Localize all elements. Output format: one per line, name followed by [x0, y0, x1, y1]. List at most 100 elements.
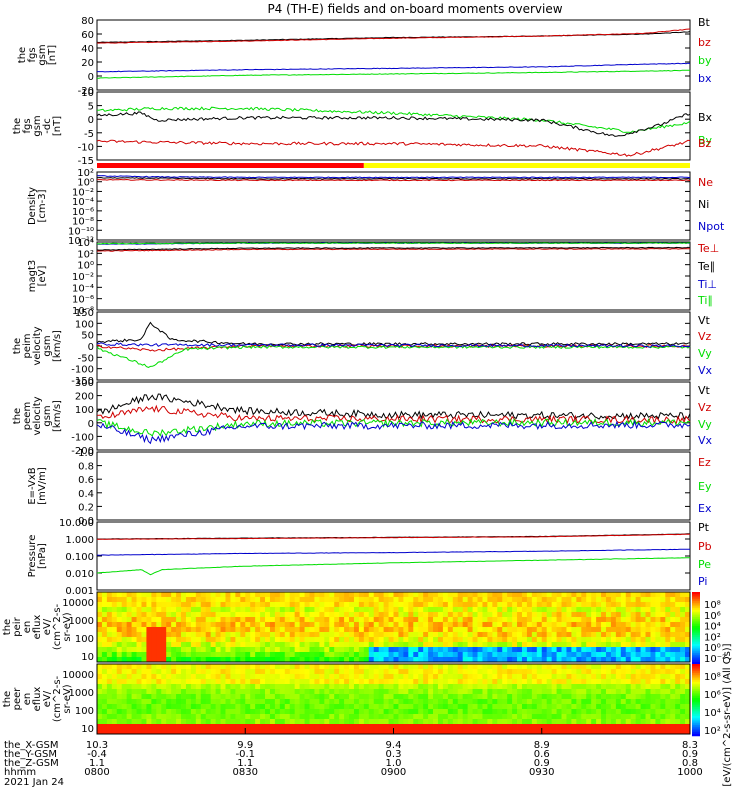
heatmap-cell — [344, 597, 350, 603]
heatmap-cell — [215, 679, 221, 685]
heatmap-cell — [408, 684, 414, 690]
heatmap-cell — [418, 699, 424, 705]
heatmap-cell — [457, 627, 464, 633]
heatmap-cell — [685, 637, 691, 643]
heatmap-cell — [181, 612, 187, 618]
heatmap-cell — [141, 689, 147, 695]
heatmap-cell — [265, 617, 271, 623]
heatmap-cell — [176, 684, 182, 690]
heatmap-cell — [596, 679, 602, 685]
heatmap-cell — [521, 637, 528, 643]
heatmap-cell — [655, 724, 661, 730]
y-axis-label: [nT] — [52, 116, 63, 136]
heatmap-cell — [457, 674, 464, 680]
heatmap-cell — [349, 689, 355, 695]
heatmap-cell — [358, 684, 365, 690]
heatmap-cell — [428, 652, 434, 658]
y-axis-label: gsm — [32, 115, 43, 136]
heatmap-cell — [383, 684, 389, 690]
heatmap-cell — [299, 642, 305, 648]
heatmap-cell — [240, 724, 246, 730]
heatmap-cell — [546, 679, 553, 685]
heatmap-cell — [433, 637, 439, 643]
heatmap-cell — [284, 632, 291, 638]
heatmap-cell — [418, 592, 424, 598]
heatmap-cell — [531, 602, 538, 608]
heatmap-cell — [121, 674, 128, 680]
heatmap-cell — [512, 637, 518, 643]
heatmap-cell — [403, 679, 409, 685]
heatmap-cell — [349, 669, 355, 675]
heatmap-cell — [274, 657, 281, 663]
heatmap-cell — [329, 657, 335, 663]
heatmap-cell — [601, 612, 607, 618]
heatmap-cell — [344, 724, 350, 730]
heatmap-cell — [181, 714, 187, 720]
heatmap-cell — [502, 714, 508, 720]
colorbar-step — [692, 699, 700, 703]
heatmap-cell — [299, 669, 305, 675]
heatmap-cell — [531, 622, 538, 628]
heatmap-cell — [368, 669, 375, 675]
heatmap-cell — [339, 602, 345, 608]
heatmap-cell — [111, 612, 118, 618]
heatmap-cell — [477, 652, 483, 658]
heatmap-cell — [601, 729, 607, 735]
heatmap-cell — [462, 719, 469, 725]
heatmap-cell — [151, 647, 157, 653]
heatmap-cell — [408, 674, 414, 680]
heatmap-cell — [334, 679, 340, 685]
heatmap-cell — [210, 689, 216, 695]
heatmap-cell — [675, 729, 681, 735]
heatmap-cell — [116, 674, 123, 680]
heatmap-cell — [393, 684, 399, 690]
heatmap-cell — [101, 704, 108, 710]
heatmap-cell — [101, 729, 108, 735]
heatmap-cell — [304, 657, 310, 663]
x-row-value: 0.8 — [682, 758, 698, 769]
heatmap-cell — [334, 694, 340, 700]
heatmap-cell — [161, 632, 167, 638]
heatmap-cell — [472, 592, 478, 598]
heatmap-cell — [645, 627, 651, 633]
heatmap-cell — [378, 729, 385, 735]
heatmap-cell — [413, 674, 419, 680]
heatmap-cell — [546, 607, 553, 613]
heatmap-cell — [615, 709, 622, 715]
heatmap-cell — [442, 627, 449, 633]
heatmap-cell — [551, 699, 557, 705]
heatmap-cell — [111, 617, 118, 623]
heatmap-cell — [457, 724, 464, 730]
heatmap-cell — [566, 704, 572, 710]
heatmap-cell — [274, 724, 281, 730]
heatmap-cell — [210, 627, 216, 633]
heatmap-cell — [477, 617, 483, 623]
heatmap-cell — [240, 709, 246, 715]
heatmap-cell — [136, 694, 142, 700]
heatmap-cell — [561, 664, 567, 670]
heatmap-cell — [457, 652, 464, 658]
heatmap-cell — [610, 607, 617, 613]
heatmap-cell — [507, 607, 513, 613]
heatmap-cell — [645, 729, 651, 735]
heatmap-cell — [630, 642, 637, 648]
heatmap-cell — [680, 637, 686, 643]
heatmap-cell — [665, 642, 671, 648]
heatmap-cell — [640, 709, 646, 715]
heatmap-cell — [635, 714, 641, 720]
heatmap-cell — [398, 669, 404, 675]
heatmap-cell — [467, 684, 473, 690]
heatmap-cell — [195, 592, 202, 598]
heatmap-cell — [314, 632, 320, 638]
heatmap-cell — [393, 669, 399, 675]
heatmap-cell — [586, 642, 592, 648]
heatmap-cell — [512, 724, 518, 730]
y-tick-label: -5 — [84, 129, 94, 140]
heatmap-cell — [200, 679, 207, 685]
heatmap-cell — [477, 674, 483, 680]
heatmap-cell — [541, 714, 548, 720]
heatmap-cell — [398, 684, 404, 690]
heatmap-cell — [220, 622, 226, 628]
heatmap-cell — [507, 724, 513, 730]
heatmap-cell — [121, 729, 128, 735]
